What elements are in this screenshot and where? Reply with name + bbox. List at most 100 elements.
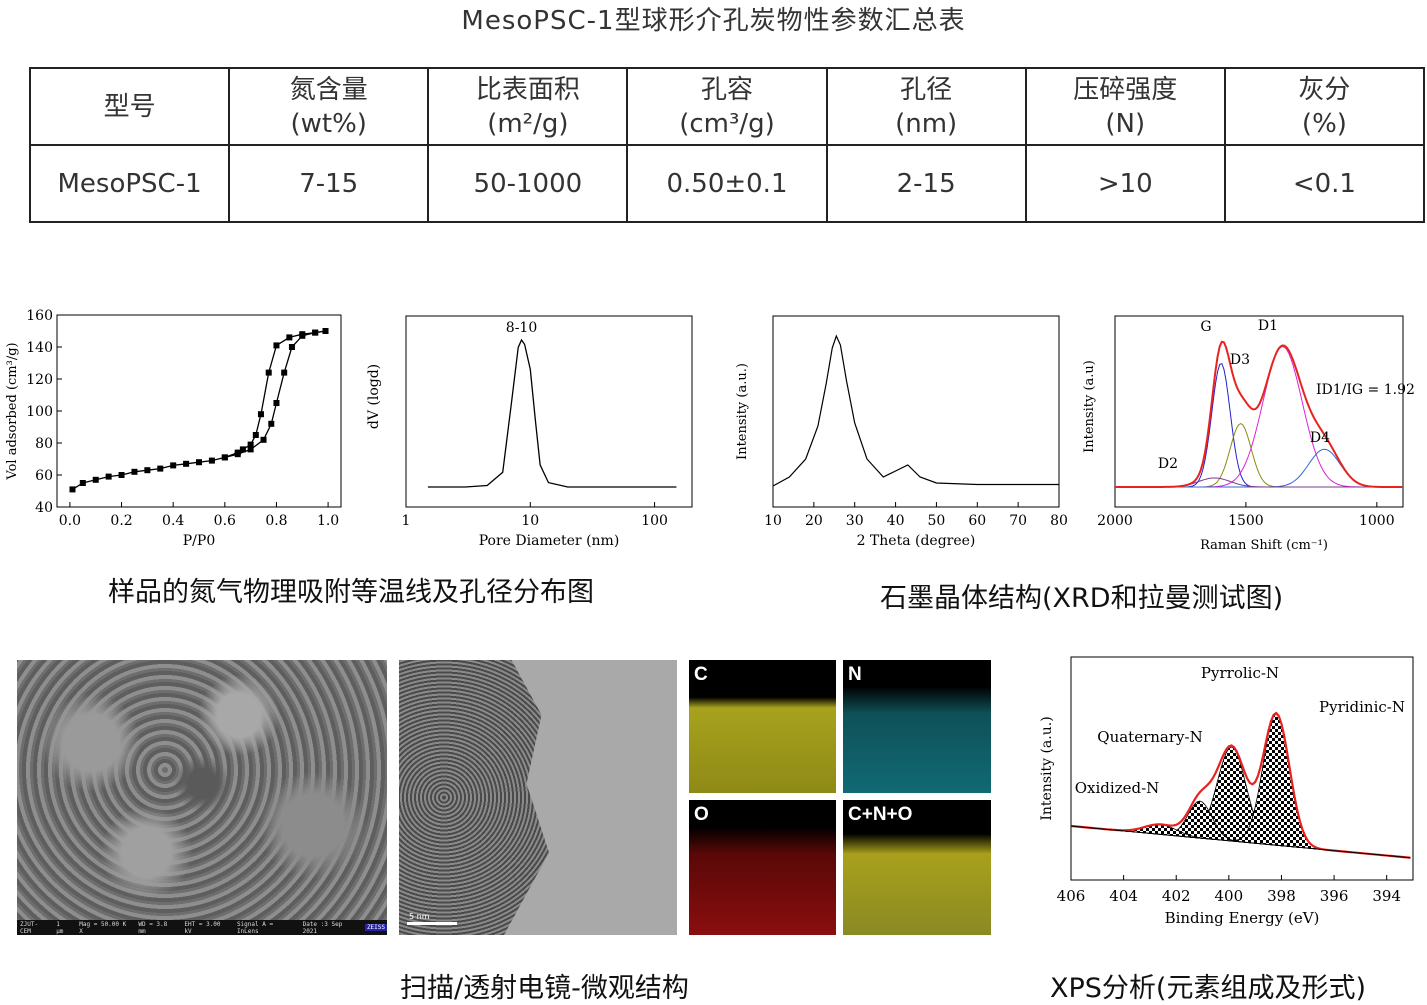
x-tick-label: 40 — [887, 513, 905, 529]
x-tick-label: 2000 — [1097, 513, 1133, 529]
table-header-cell: 比表面积 (m²/g) — [427, 67, 629, 146]
x-axis-label: 2 Theta (degree) — [857, 533, 976, 549]
raman-band-D1 — [1115, 346, 1402, 488]
table-header-cell: 孔径 (nm) — [825, 67, 1027, 146]
raman-band-D4 — [1115, 448, 1402, 488]
peak-label: G — [1200, 319, 1211, 335]
sem-wd: WD = 3.8 mm — [138, 920, 168, 935]
isotherm-line — [72, 330, 326, 490]
eds-label-overlay: C+N+O — [848, 804, 913, 825]
sem-scale: 1 μm — [56, 920, 64, 935]
xrd-frame — [772, 315, 1060, 508]
xrd-chart: 10 20 30 40 50 60 70 80 2 Theta (degree) Intensit… — [735, 315, 1068, 549]
isotherm-point — [221, 454, 228, 461]
isotherm-point — [322, 328, 329, 334]
peak-label: D4 — [1310, 430, 1330, 446]
table-header-cell: 压碎强度 (N) — [1024, 67, 1226, 146]
isotherm-point — [288, 344, 295, 350]
x-tick-label: 80 — [1050, 513, 1068, 529]
caption-xps: XPS分析(元素组成及形式) — [1050, 973, 1366, 1004]
xps-peak-label: Pyridinic-N — [1319, 698, 1405, 716]
x-tick-label: 10 — [521, 513, 539, 529]
peak-label: D3 — [1230, 352, 1250, 368]
x-tick-label: 0.6 — [214, 513, 236, 529]
isotherm-point — [265, 369, 272, 376]
isotherm-point — [273, 342, 280, 349]
x-tick-label: 396 — [1320, 887, 1349, 905]
x-axis-label: Raman Shift (cm⁻¹) — [1200, 538, 1328, 553]
x-tick-label: 0.2 — [110, 513, 132, 529]
x-tick-label: 20 — [805, 513, 823, 529]
table-cell: 50-1000 — [427, 144, 629, 223]
x-tick-label: 100 — [641, 513, 668, 529]
isotherm-chart: 0.0 0.2 0.4 0.6 0.8 1.0 40 60 80 100 120 140 160 P/P0… — [5, 308, 342, 549]
peak-label: D1 — [1258, 318, 1278, 334]
raman-band-D2 — [1115, 477, 1402, 488]
xps-peak-label: Quaternary-N — [1097, 728, 1202, 746]
tem-scale-bar — [407, 922, 457, 925]
xps-component-Oxidized-N — [1070, 824, 1411, 859]
x-tick-label: 0.4 — [162, 513, 184, 529]
isotherm-point — [281, 369, 288, 376]
isotherm-point — [312, 329, 319, 336]
xps-frame — [1070, 656, 1414, 881]
raman-band-D3 — [1115, 422, 1402, 488]
isotherm-point — [234, 451, 241, 458]
sem-label: ZJUT-CEM — [20, 920, 39, 935]
y-tick-label: 120 — [26, 372, 53, 388]
table-header-cell: 氮含量 (wt%) — [228, 67, 430, 146]
isotherm-point — [273, 400, 280, 406]
x-tick-label: 0.0 — [59, 513, 81, 529]
isotherm-point — [299, 332, 306, 339]
table-header-row: 型号 氮含量 (wt%) 比表面积 (m²/g) 孔容 (cm³/g) 孔径 (nm) … — [28, 67, 1426, 146]
isotherm-line — [224, 330, 326, 459]
x-axis-label: Pore Diameter (nm) — [479, 533, 620, 549]
isotherm-point — [322, 328, 329, 334]
x-tick-label: 1 — [402, 513, 411, 529]
eds-map-n: N — [843, 660, 991, 793]
xps-component-Quaternary-N — [1070, 800, 1411, 859]
isotherm-point — [260, 436, 267, 443]
isotherm-point — [183, 460, 190, 467]
sem-signal: Signal A = InLens — [236, 920, 274, 935]
y-tick-label: 40 — [35, 500, 53, 516]
y-tick-label: 60 — [35, 468, 53, 484]
y-axis-label: Intensity (a.u.) — [1039, 716, 1055, 820]
tem-image: 5 nm — [399, 660, 677, 935]
xps-peak-label: Pyrrolic-N — [1201, 664, 1279, 682]
pore-size-chart: 1 10 100 Pore Diameter (nm) dV (logd) 8-10 — [366, 315, 693, 549]
isotherm-point — [286, 334, 293, 341]
isotherm-point — [157, 465, 164, 472]
pore-frame — [405, 315, 693, 508]
isotherm-point — [257, 411, 264, 418]
page-title: MesoPSC-1型球形介孔炭物性参数汇总表 — [461, 6, 966, 36]
isotherm-point — [299, 331, 306, 338]
table-cell: >10 — [1024, 144, 1226, 223]
x-tick-label: 1000 — [1359, 513, 1395, 529]
xps-component-Pyridinic-N — [1070, 713, 1411, 859]
x-tick-label: 402 — [1162, 887, 1191, 905]
sem-image: ZJUT-CEM 1 μm Mag = 50.00 K X WD = 3.8 m… — [17, 660, 387, 935]
isotherm-point — [170, 462, 177, 469]
x-axis-label: P/P0 — [183, 533, 215, 549]
x-tick-label: 1.0 — [317, 513, 339, 529]
x-tick-label: 394 — [1372, 887, 1401, 905]
y-axis-label: Vol adsorbed (cm³/g) — [5, 342, 20, 480]
y-axis-label: Intensity (a.u.) — [735, 363, 750, 460]
sem-mag: Mag = 50.00 K X — [79, 920, 127, 935]
x-axis-label: Binding Energy (eV) — [1165, 909, 1320, 927]
raman-frame — [1114, 315, 1404, 508]
table-cell: MesoPSC-1 — [28, 144, 231, 223]
sem-logo: ZEISS — [364, 924, 387, 931]
sem-eht: EHT = 3.00 kV — [184, 920, 221, 935]
xrd-line — [772, 334, 1059, 487]
table-cell: 0.50±0.1 — [626, 144, 828, 223]
isotherm-point — [268, 420, 275, 427]
sem-date: Date :3 Sep 2021 — [302, 920, 343, 935]
isotherm-point — [144, 467, 151, 474]
property-table: 型号 氮含量 (wt%) 比表面积 (m²/g) 孔容 (cm³/g) 孔径 (nm) … — [28, 67, 1426, 223]
raman-chart: 2000 1500 1000 Raman Shift (cm⁻¹) Intensity … — [1082, 315, 1415, 553]
isotherm-point — [234, 449, 241, 456]
isotherm-point — [208, 457, 215, 464]
tem-lattice-region — [399, 660, 549, 935]
